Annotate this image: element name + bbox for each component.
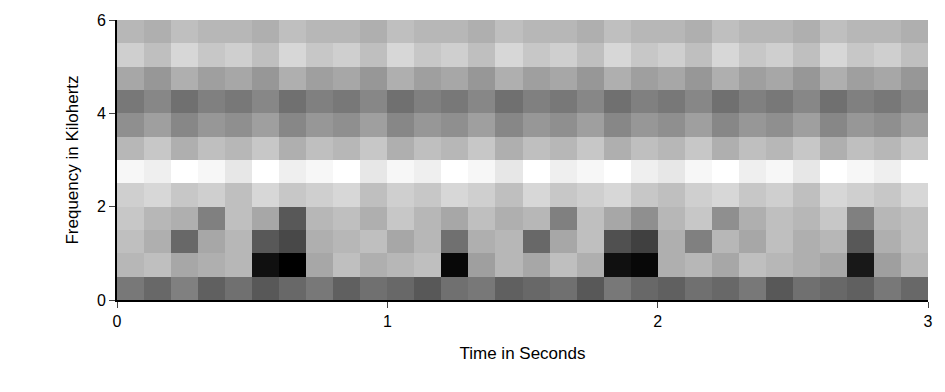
svg-text:Frequency in Kilohertz: Frequency in Kilohertz: [63, 75, 82, 244]
svg-text:0: 0: [97, 292, 106, 309]
svg-text:1: 1: [383, 313, 392, 330]
svg-text:0: 0: [113, 313, 122, 330]
svg-text:2: 2: [97, 198, 106, 215]
svg-text:3: 3: [924, 313, 933, 330]
svg-text:4: 4: [97, 105, 106, 122]
svg-text:2: 2: [653, 313, 662, 330]
svg-text:6: 6: [97, 12, 106, 29]
svg-text:Time in Seconds: Time in Seconds: [460, 344, 586, 363]
